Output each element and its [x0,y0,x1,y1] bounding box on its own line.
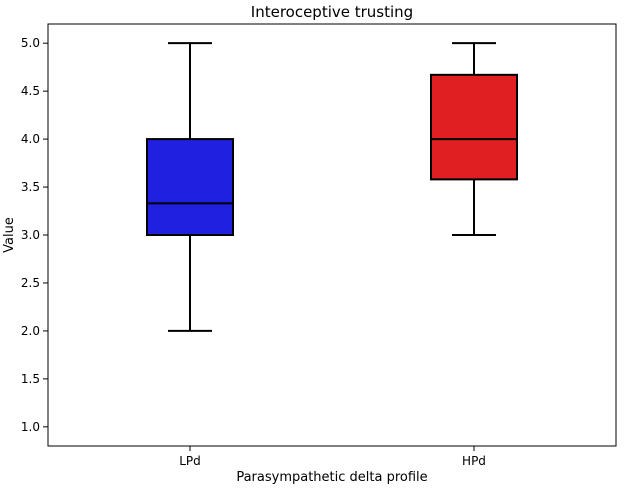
boxes [146,42,518,332]
x-axis: LPd HPd [179,446,486,468]
y-tick-label: 2.0 [21,324,40,338]
y-tick-label: 3.0 [21,228,40,242]
box-hpd [430,73,518,181]
plot-area [47,23,617,447]
y-tick-label: 3.5 [21,180,40,194]
x-tick-label: LPd [179,454,201,468]
y-tick-label: 4.5 [21,84,40,98]
y-tick-label: 1.5 [21,372,40,386]
x-tick-label: HPd [462,454,486,468]
y-tick-label: 1.0 [21,420,40,434]
box-lpd [146,138,234,236]
y-axis-label: Value [2,217,17,253]
y-axis: 1.0 1.5 2.0 2.5 3.0 3.5 4.0 4.5 5.0 [21,36,48,434]
chart-title: Interoceptive trusting [251,3,413,21]
y-tick-label: 4.0 [21,132,40,146]
y-tick-label: 2.5 [21,276,40,290]
x-axis-label: Parasympathetic delta profile [236,470,427,485]
y-tick-label: 5.0 [21,36,40,50]
